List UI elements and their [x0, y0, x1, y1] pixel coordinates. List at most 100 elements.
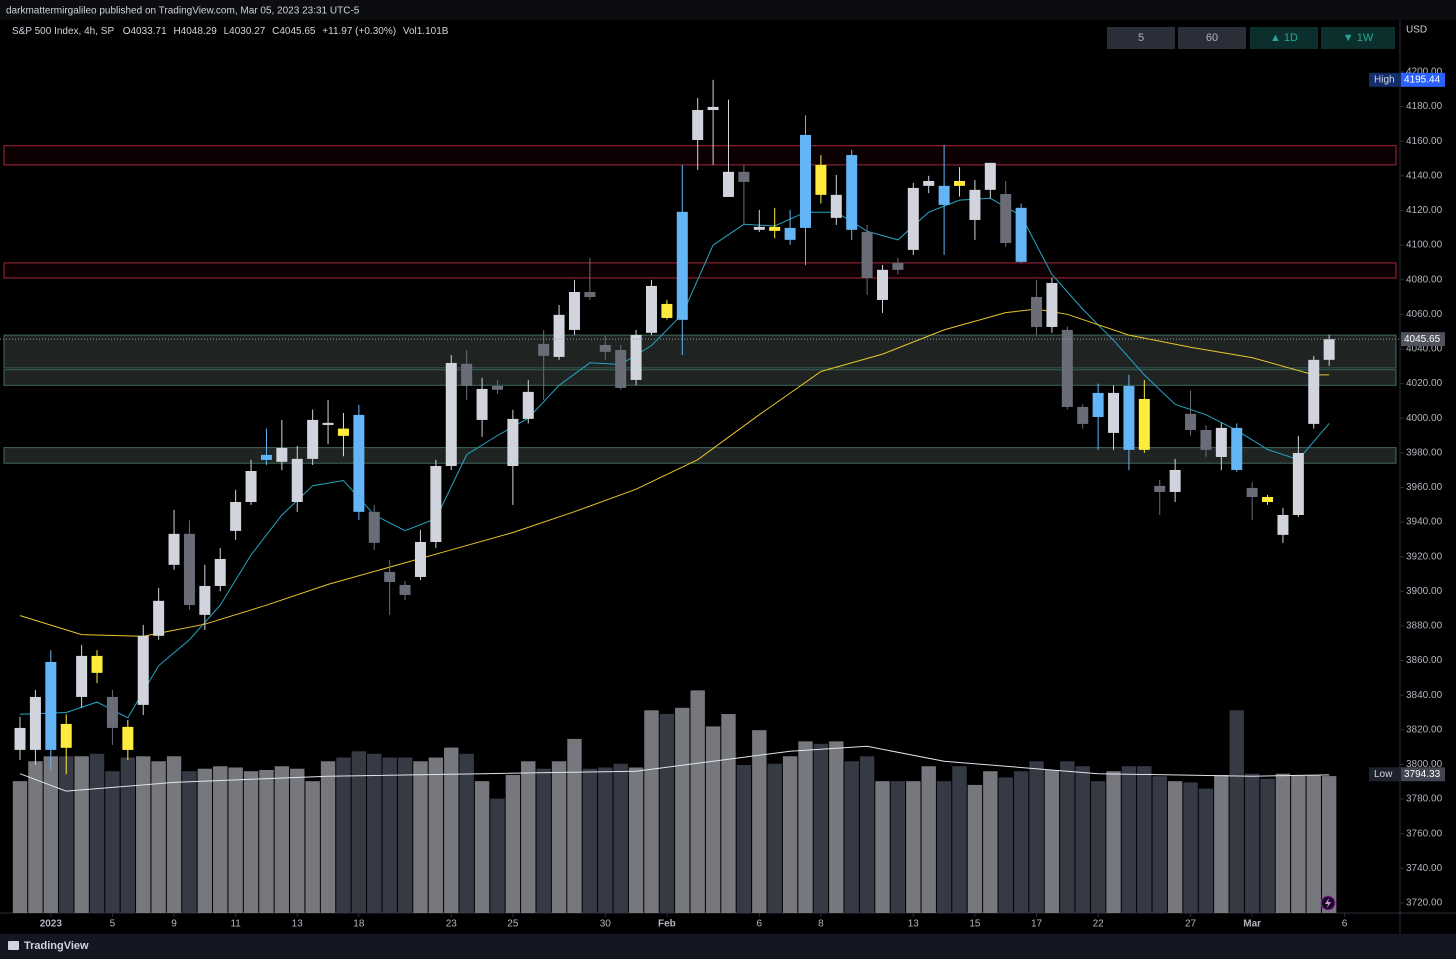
interval-button[interactable]	[1107, 27, 1175, 49]
candles	[14, 79, 1335, 775]
x-tick-label: 18	[353, 919, 365, 930]
change: +11.97 (+0.30%)	[322, 26, 396, 37]
marker-value-box	[1401, 72, 1445, 87]
interval-label[interactable]: 60	[1206, 32, 1218, 44]
y-tick-label: 3940.00	[1406, 517, 1443, 528]
interval-label[interactable]: 5	[1138, 32, 1144, 44]
y-tick-label: 3920.00	[1406, 551, 1443, 562]
candle-body	[938, 185, 950, 205]
volume-bar	[213, 766, 228, 913]
y-tick-label: 3900.00	[1406, 586, 1443, 597]
volume-bar	[1244, 773, 1260, 913]
candle-body	[707, 106, 719, 111]
candle-body	[1092, 392, 1104, 417]
y-tick-label: 4040.00	[1406, 344, 1443, 355]
y-tick-label: 3840.00	[1406, 690, 1443, 701]
volume-bar	[59, 756, 74, 913]
volume-bar	[859, 756, 875, 913]
candle-body	[753, 226, 765, 230]
volume-bar	[736, 764, 752, 913]
candle-body	[830, 194, 842, 218]
interval-label[interactable]: ▲ 1D	[1270, 32, 1298, 44]
volume-bar	[1090, 781, 1106, 913]
volume-bar	[490, 798, 505, 913]
brand-logo	[8, 941, 19, 950]
candle-body	[969, 189, 981, 220]
volume-bar	[151, 761, 166, 913]
candle-body	[137, 635, 149, 705]
y-tick-label: 3780.00	[1406, 794, 1443, 805]
candle-body	[1138, 398, 1150, 450]
marker-label: Low	[1374, 769, 1393, 780]
price-zone	[3, 369, 1397, 386]
candle-body	[1154, 485, 1166, 492]
y-tick-label: 4160.00	[1406, 136, 1443, 147]
candle-body	[337, 428, 349, 436]
volume-bar	[12, 781, 28, 913]
interval-button[interactable]	[1250, 27, 1318, 49]
candle-body	[661, 303, 673, 318]
candle-body	[168, 533, 180, 565]
candle-body	[384, 571, 396, 582]
volume-bar	[367, 753, 382, 913]
candle-body	[183, 533, 195, 606]
interval-button[interactable]	[1178, 27, 1246, 49]
y-tick-label: 3880.00	[1406, 621, 1443, 632]
candle-body	[1215, 427, 1227, 457]
volume-ma-line	[19, 745, 1330, 792]
price-zone	[3, 334, 1397, 369]
volume-bar	[290, 768, 305, 913]
volume-bar	[1306, 774, 1321, 913]
candle-body	[245, 471, 257, 502]
y-tick-label: 3800.00	[1406, 759, 1443, 770]
volume	[12, 690, 1337, 913]
candle-body	[1031, 297, 1043, 327]
candle-body	[1185, 413, 1197, 430]
x-tick-label: 5	[110, 919, 116, 930]
volume-bar	[166, 756, 182, 913]
x-tick-label: 2023	[40, 919, 63, 930]
last-price-label: 4045.65	[1404, 334, 1441, 345]
interval-button[interactable]	[1321, 27, 1395, 49]
interval-label[interactable]: ▼ 1W	[1343, 32, 1374, 44]
y-tick-label: 3820.00	[1406, 724, 1443, 735]
y-tick-label: 3740.00	[1406, 863, 1443, 874]
o-label: O	[123, 26, 131, 37]
candle-body	[76, 655, 88, 697]
y-tick-label: 4000.00	[1406, 413, 1443, 424]
volume-bar	[197, 768, 213, 913]
volume-bar	[598, 767, 613, 913]
volume-bar	[967, 784, 983, 913]
y-tick-label: 4060.00	[1406, 309, 1443, 320]
volume-bar	[705, 726, 721, 913]
marker-label: High	[1374, 74, 1395, 85]
volume-bar	[105, 771, 120, 913]
volume-bar	[120, 757, 136, 913]
candle-body	[599, 344, 611, 352]
candle-body	[322, 422, 334, 425]
l-value: 4030.27	[229, 26, 266, 37]
volume-bar	[921, 766, 936, 913]
price-zone	[3, 447, 1397, 464]
volume-bar	[1060, 761, 1075, 913]
h-label: H	[173, 26, 180, 37]
volume-bar	[1260, 778, 1275, 913]
candle-body	[568, 291, 580, 330]
x-tick-label: 27	[1185, 919, 1197, 930]
y-tick-label: 4200.00	[1406, 67, 1443, 78]
volume-bar	[351, 751, 367, 913]
volume-bar	[43, 756, 59, 913]
y-tick-label: 4120.00	[1406, 205, 1443, 216]
c-label: C	[272, 26, 279, 37]
candle-body	[60, 723, 72, 748]
candle-body	[1292, 452, 1304, 515]
marker-value: 3794.33	[1404, 769, 1441, 780]
candle-body	[1123, 385, 1135, 450]
volume-bar	[505, 774, 521, 913]
volume-bar	[259, 769, 274, 913]
candle-body	[877, 269, 889, 300]
candle-body	[784, 227, 796, 240]
candle-body	[522, 391, 534, 419]
